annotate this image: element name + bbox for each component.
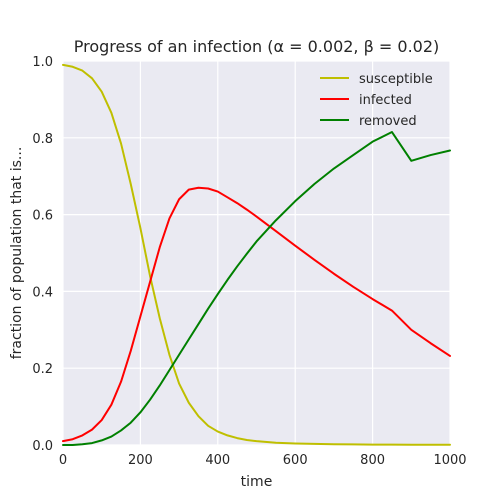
x-tick-label: 800 (360, 453, 385, 468)
series-line-susceptible (62, 63, 451, 446)
x-tick-label: 400 (205, 453, 230, 468)
y-axis-label: fraction of population that is... (9, 147, 25, 360)
series-line-removed (62, 131, 451, 446)
y-tick-label: 0.2 (32, 362, 53, 377)
plot-area (63, 61, 450, 445)
x-tick-label: 1000 (433, 453, 466, 468)
legend-label-infected: infected (359, 93, 412, 108)
x-tick-label: 600 (283, 453, 308, 468)
legend-label-removed: removed (359, 114, 417, 129)
y-tick-label: 1.0 (32, 55, 53, 70)
chart-title: Progress of an infection (α = 0.002, β =… (74, 37, 440, 56)
y-tick-label: 0.4 (32, 285, 53, 300)
y-tick-label: 0.8 (32, 132, 53, 147)
y-tick-label: 0.0 (32, 439, 53, 454)
x-axis-ticks: 0 200 400 600 800 1000 (59, 453, 467, 468)
x-axis-label: time (241, 474, 273, 490)
legend: susceptible infected removed (320, 72, 433, 129)
y-axis-ticks: 0.0 0.2 0.4 0.6 0.8 1.0 (32, 55, 53, 454)
y-tick-label: 0.6 (32, 209, 53, 224)
series-line-infected (62, 186, 451, 443)
series-lines (62, 63, 451, 446)
legend-label-susceptible: susceptible (359, 72, 433, 87)
x-tick-label: 200 (128, 453, 153, 468)
x-tick-label: 0 (59, 453, 67, 468)
